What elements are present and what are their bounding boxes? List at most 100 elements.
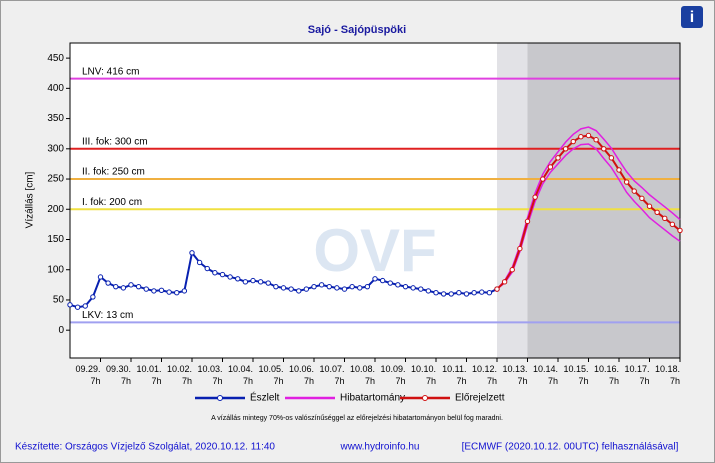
y-tick-label: 150	[47, 234, 64, 245]
point	[387, 280, 393, 286]
point	[189, 250, 195, 256]
info-button[interactable]	[681, 6, 703, 28]
point	[174, 290, 180, 296]
point	[585, 132, 592, 139]
point	[448, 291, 454, 297]
point	[341, 286, 348, 292]
x-tick-label: 10.09. 7h	[380, 364, 405, 386]
point	[532, 194, 538, 200]
legend-marker	[217, 395, 223, 401]
x-tick-label: 10.16. 7h	[594, 364, 619, 386]
x-tick-label: 10.13. 7h	[502, 364, 527, 386]
y-tick-label: 400	[47, 83, 64, 94]
threshold-label: III. fok: 300 cm	[82, 136, 148, 147]
point	[593, 137, 599, 143]
x-tick-label: 10.10. 7h	[411, 364, 436, 386]
point	[219, 271, 226, 278]
point	[74, 304, 81, 310]
point	[463, 291, 470, 297]
y-tick-label: 0	[58, 325, 64, 336]
point	[67, 302, 73, 308]
point	[425, 288, 432, 294]
point	[326, 283, 332, 290]
y-tick-label: 50	[53, 295, 65, 306]
point	[280, 285, 287, 291]
point	[646, 203, 653, 209]
legend-label: Észlelt	[250, 391, 280, 404]
point	[128, 282, 134, 288]
point	[433, 290, 439, 296]
note: A vízállás mintegy 70%-os valószínűségge…	[211, 415, 503, 422]
point	[120, 285, 127, 291]
point	[82, 303, 88, 309]
x-tick-label: 10.01. 7h	[136, 364, 161, 386]
point	[303, 286, 310, 292]
point	[250, 277, 256, 284]
footer-source: [ECMWF (2020.10.12. 00UTC) felhasználásá…	[462, 442, 679, 453]
x-tick-label: 10.08. 7h	[350, 364, 375, 386]
point	[372, 276, 378, 282]
y-tick-label: 100	[47, 264, 64, 275]
legend-label: Hibatartomány	[340, 393, 405, 404]
point	[143, 286, 149, 292]
point	[379, 277, 386, 284]
point	[616, 167, 622, 173]
x-tick-label: 10.04. 7h	[228, 364, 253, 386]
point	[273, 283, 279, 290]
x-tick-label: 10.18. 7h	[655, 364, 680, 386]
point	[204, 265, 210, 272]
point	[105, 280, 111, 286]
footer-author: Készítette: Országos Vízjelző Szolgálat,…	[15, 442, 275, 453]
y-axis-label: Vízállás [cm]	[25, 171, 36, 228]
series-line	[496, 126, 681, 290]
point	[662, 215, 668, 222]
point	[395, 282, 401, 288]
point	[509, 267, 515, 273]
point	[418, 286, 424, 292]
y-tick-label: 250	[47, 174, 64, 185]
info-icon[interactable]: i	[690, 9, 694, 26]
watermark: OVF	[313, 217, 436, 284]
x-tick-label: 10.14. 7h	[533, 364, 558, 386]
x-tick-label: 10.15. 7h	[563, 364, 588, 386]
point	[540, 176, 546, 182]
y-tick-label: 300	[47, 143, 64, 154]
plot-frame	[69, 42, 681, 359]
footer-url[interactable]: www.hydroinfo.hu	[340, 442, 420, 453]
x-tick-label: 10.03. 7h	[197, 364, 222, 386]
point	[479, 289, 485, 295]
point	[456, 290, 462, 296]
point	[486, 290, 493, 296]
point	[501, 279, 508, 285]
point	[494, 286, 500, 292]
x-tick-label: 10.11. 7h	[442, 364, 466, 386]
point	[578, 134, 584, 140]
point	[135, 283, 142, 290]
y-tick-label: 350	[47, 113, 64, 124]
point	[562, 146, 569, 152]
x-tick-label: 09.29. 7h	[75, 364, 100, 386]
point	[364, 283, 371, 290]
chart-title: Sajó - Sajópüspöki	[308, 24, 406, 36]
x-tick-label: 09.30. 7h	[106, 364, 131, 386]
x-tick-label: 10.02. 7h	[167, 364, 192, 386]
point	[296, 288, 302, 294]
point	[212, 270, 218, 276]
point	[196, 259, 203, 266]
point	[235, 276, 241, 282]
point	[402, 283, 409, 290]
point	[410, 285, 416, 291]
forecast-region	[497, 43, 528, 358]
point	[517, 245, 523, 252]
point	[311, 283, 317, 290]
point	[90, 294, 96, 300]
legend-marker	[422, 395, 428, 401]
threshold-label: LKV: 13 cm	[82, 310, 133, 321]
threshold-label: I. fok: 200 cm	[82, 197, 142, 208]
point	[151, 288, 157, 294]
point	[97, 274, 104, 280]
y-tick-label: 450	[47, 53, 64, 64]
point	[555, 155, 561, 161]
point	[471, 290, 477, 296]
